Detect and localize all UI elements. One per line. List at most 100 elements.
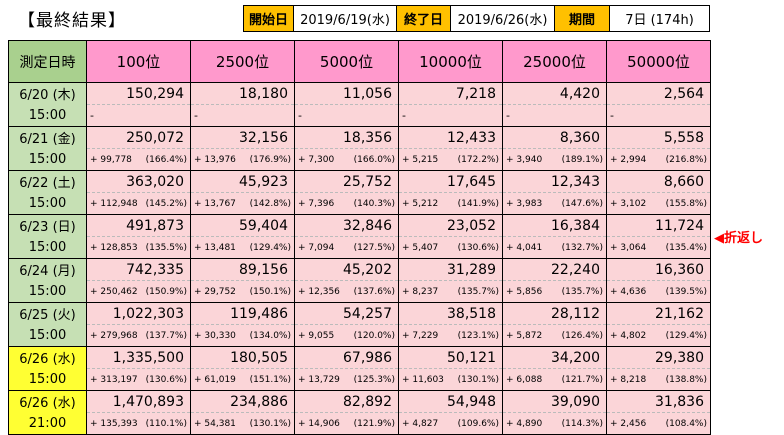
- cell-increase: + 29,752 (150.1%): [190, 280, 295, 303]
- row-time: 15:00: [8, 148, 87, 171]
- increase-amount: + 3,102: [610, 198, 647, 209]
- increase-amount: + 5,215: [402, 154, 439, 165]
- table-row: 6/26 (水) 1,335,500 180,505 67,986 50,121 34,2…: [8, 346, 711, 369]
- increase-amount: + 54,381: [194, 418, 236, 429]
- increase-percent: (126.4%): [561, 330, 603, 341]
- cell-value: 7,218: [398, 82, 503, 105]
- cell-value: 5,558: [606, 126, 711, 149]
- table-row-diff: 15:00 + 279,968 (137.7%) + 30,330 (134.0%) + …: [8, 324, 711, 347]
- increase-amount: -: [506, 109, 510, 122]
- turnaround-note: ◀折返し: [714, 231, 763, 246]
- row-date: 6/24 (月): [8, 258, 87, 281]
- cell-increase: + 8,237 (135.7%): [398, 280, 503, 303]
- increase-percent: (130.1%): [457, 374, 499, 385]
- cell-increase: + 13,767 (142.8%): [190, 192, 295, 215]
- cell-increase: + 4,890 (114.3%): [502, 412, 607, 435]
- increase-amount: + 13,767: [194, 198, 236, 209]
- column-header-date: 測定日時: [8, 40, 87, 83]
- cell-value: 34,200: [502, 346, 607, 369]
- results-table: 測定日時 100位 2500位 5000位 10000位 25000位 5000…: [8, 40, 711, 435]
- increase-percent: (139.5%): [665, 286, 707, 297]
- cell-increase: + 13,481 (129.4%): [190, 236, 295, 259]
- cell-increase: + 30,330 (134.0%): [190, 324, 295, 347]
- increase-percent: (127.5%): [353, 242, 395, 253]
- cell-value: 54,948: [398, 390, 503, 413]
- row-time: 15:00: [8, 368, 87, 391]
- row-date: 6/23 (日): [8, 214, 87, 237]
- increase-percent: (135.7%): [561, 286, 603, 297]
- increase-amount: + 6,088: [506, 374, 543, 385]
- cell-value: 8,660: [606, 170, 711, 193]
- increase-amount: + 128,853: [90, 242, 138, 253]
- cell-value: 1,335,500: [86, 346, 191, 369]
- cell-value: 12,433: [398, 126, 503, 149]
- cell-increase: + 7,229 (123.1%): [398, 324, 503, 347]
- increase-percent: (166.0%): [353, 154, 395, 165]
- cell-value: 491,873: [86, 214, 191, 237]
- cell-value: 32,156: [190, 126, 295, 149]
- row-date: 6/26 (水): [8, 390, 87, 413]
- increase-amount: + 5,407: [402, 242, 439, 253]
- cell-value: 4,420: [502, 82, 607, 105]
- table-row-diff: 15:00 + 128,853 (135.5%) + 13,481 (129.4%) + …: [8, 236, 711, 259]
- cell-value: 17,645: [398, 170, 503, 193]
- increase-percent: (166.4%): [145, 154, 187, 165]
- row-time: 15:00: [8, 324, 87, 347]
- cell-increase: + 3,983 (147.6%): [502, 192, 607, 215]
- cell-value: 16,360: [606, 258, 711, 281]
- cell-value: 31,289: [398, 258, 503, 281]
- cell-increase: + 4,802 (129.4%): [606, 324, 711, 347]
- cell-increase: + 4,827 (109.6%): [398, 412, 503, 435]
- cell-increase: + 7,300 (166.0%): [294, 148, 399, 171]
- cell-increase: + 7,396 (140.3%): [294, 192, 399, 215]
- increase-percent: (135.5%): [145, 242, 187, 253]
- increase-amount: + 12,356: [298, 286, 340, 297]
- table-row-diff: 15:00 + 99,778 (166.4%) + 13,976 (176.9%) + 7…: [8, 148, 711, 171]
- increase-amount: + 13,729: [298, 374, 340, 385]
- row-time: 15:00: [8, 236, 87, 259]
- increase-amount: + 5,872: [506, 330, 543, 341]
- cell-value: 18,180: [190, 82, 295, 105]
- cell-increase: -: [86, 104, 191, 127]
- cell-increase: + 14,906 (121.9%): [294, 412, 399, 435]
- increase-percent: (121.7%): [561, 374, 603, 385]
- increase-amount: + 4,827: [402, 418, 439, 429]
- cell-value: 22,240: [502, 258, 607, 281]
- increase-percent: (109.6%): [457, 418, 499, 429]
- cell-increase: -: [606, 104, 711, 127]
- cell-value: 11,724: [606, 214, 711, 237]
- cell-increase: + 61,019 (151.1%): [190, 368, 295, 391]
- increase-amount: + 7,094: [298, 242, 335, 253]
- cell-value: 32,846: [294, 214, 399, 237]
- cell-increase: + 2,456 (108.4%): [606, 412, 711, 435]
- cell-value: 38,518: [398, 302, 503, 325]
- header-row: 測定日時 100位 2500位 5000位 10000位 25000位 5000…: [8, 40, 711, 83]
- increase-percent: (150.1%): [249, 286, 291, 297]
- end-date-value: 2019/6/26(水): [450, 5, 555, 32]
- increase-amount: + 5,212: [402, 198, 439, 209]
- cell-value: 234,886: [190, 390, 295, 413]
- results-body: 6/20 (木) 150,294 18,180 11,056 7,218 4,420 2,5…: [8, 82, 711, 435]
- increase-amount: + 4,802: [610, 330, 647, 341]
- increase-amount: + 99,778: [90, 154, 132, 165]
- increase-percent: (114.3%): [561, 418, 603, 429]
- cell-increase: + 279,968 (137.7%): [86, 324, 191, 347]
- row-date: 6/22 (土): [8, 170, 87, 193]
- cell-value: 82,892: [294, 390, 399, 413]
- increase-amount: + 29,752: [194, 286, 236, 297]
- period-value: 7日 (174h): [609, 5, 710, 32]
- cell-increase: + 5,872 (126.4%): [502, 324, 607, 347]
- increase-amount: + 14,906: [298, 418, 340, 429]
- cell-increase: + 11,603 (130.1%): [398, 368, 503, 391]
- increase-amount: + 7,396: [298, 198, 335, 209]
- increase-percent: (110.1%): [145, 418, 187, 429]
- increase-amount: + 4,636: [610, 286, 647, 297]
- table-row: 6/26 (水) 1,470,893 234,886 82,892 54,948 39,0…: [8, 390, 711, 413]
- increase-amount: + 30,330: [194, 330, 236, 341]
- page-title: 【最終結果】: [18, 11, 126, 31]
- increase-amount: + 135,393: [90, 418, 138, 429]
- cell-value: 16,384: [502, 214, 607, 237]
- increase-percent: (137.7%): [145, 330, 187, 341]
- increase-percent: (130.6%): [145, 374, 187, 385]
- table-row-diff: 15:00 + 112,948 (145.2%) + 13,767 (142.8%) + …: [8, 192, 711, 215]
